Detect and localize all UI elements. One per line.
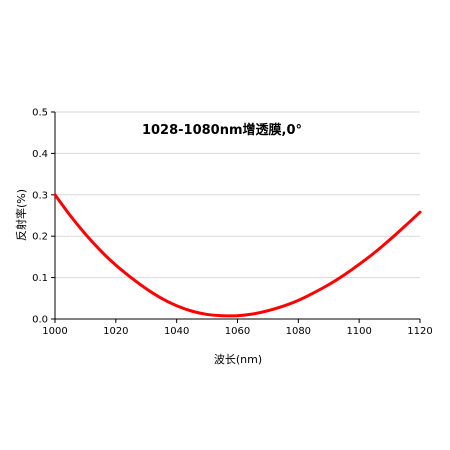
chart-title: 1028-1080nm增透膜,0° — [142, 122, 302, 138]
x-axis-label: 波长(nm) — [214, 353, 262, 366]
y-tick-label-4: 0.4 — [32, 149, 48, 160]
series-line-reflectance — [53, 193, 422, 318]
y-tick-label-2: 0.2 — [32, 232, 48, 243]
x-tick-label-4: 1080 — [286, 326, 311, 337]
y-axis-label: 反射率(%) — [14, 189, 28, 241]
y-tick-label-1: 0.1 — [32, 273, 48, 284]
axis-layer: 0.0 0.1 0.2 0.3 0.4 0.5 1000 1020 1040 1060 1080 11… — [32, 108, 433, 338]
series-layer — [53, 193, 422, 318]
y-tick-label-3: 0.3 — [32, 190, 48, 201]
x-tick-label-1: 1020 — [103, 326, 128, 337]
x-tick-label-2: 1040 — [164, 326, 189, 337]
x-tick-label-6: 1120 — [407, 326, 432, 337]
label-layer: 1028-1080nm增透膜,0° 波长(nm) 反射率(%) — [14, 122, 302, 366]
x-tick-label-0: 1000 — [42, 326, 67, 337]
x-tick-label-5: 1100 — [346, 326, 371, 337]
grid-layer — [55, 111, 420, 279]
y-tick-label-0: 0.0 — [32, 315, 48, 326]
y-tick-label-5: 0.5 — [32, 108, 48, 119]
x-tick-label-3: 1060 — [225, 326, 250, 337]
